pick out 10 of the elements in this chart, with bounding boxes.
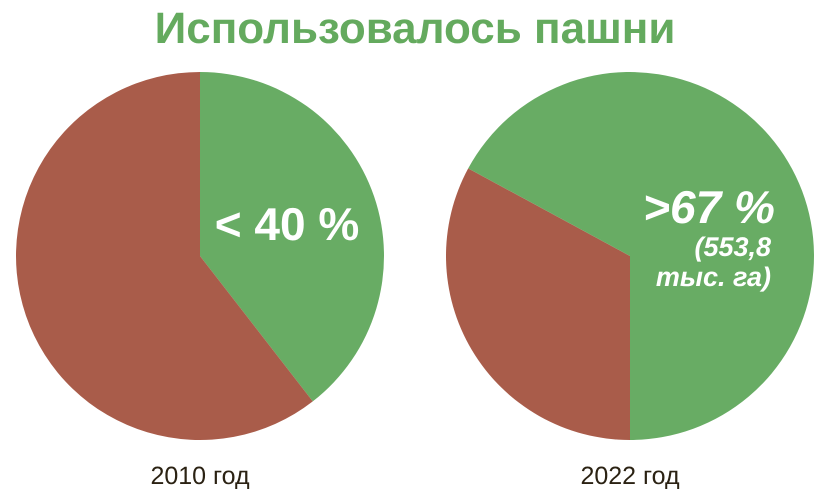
data-label: >67 % bbox=[643, 180, 775, 233]
pie-slice bbox=[468, 72, 814, 440]
pie-slice bbox=[200, 72, 384, 402]
text: 2022 год bbox=[580, 462, 680, 490]
pie-slice bbox=[16, 72, 313, 440]
text: (553,8 тыс. га) bbox=[656, 232, 772, 292]
data-label: < 40 % bbox=[214, 198, 360, 250]
chart-title: Использовалось пашни bbox=[154, 4, 676, 53]
text: 2010 год bbox=[150, 462, 250, 490]
pie-slice bbox=[446, 168, 630, 440]
